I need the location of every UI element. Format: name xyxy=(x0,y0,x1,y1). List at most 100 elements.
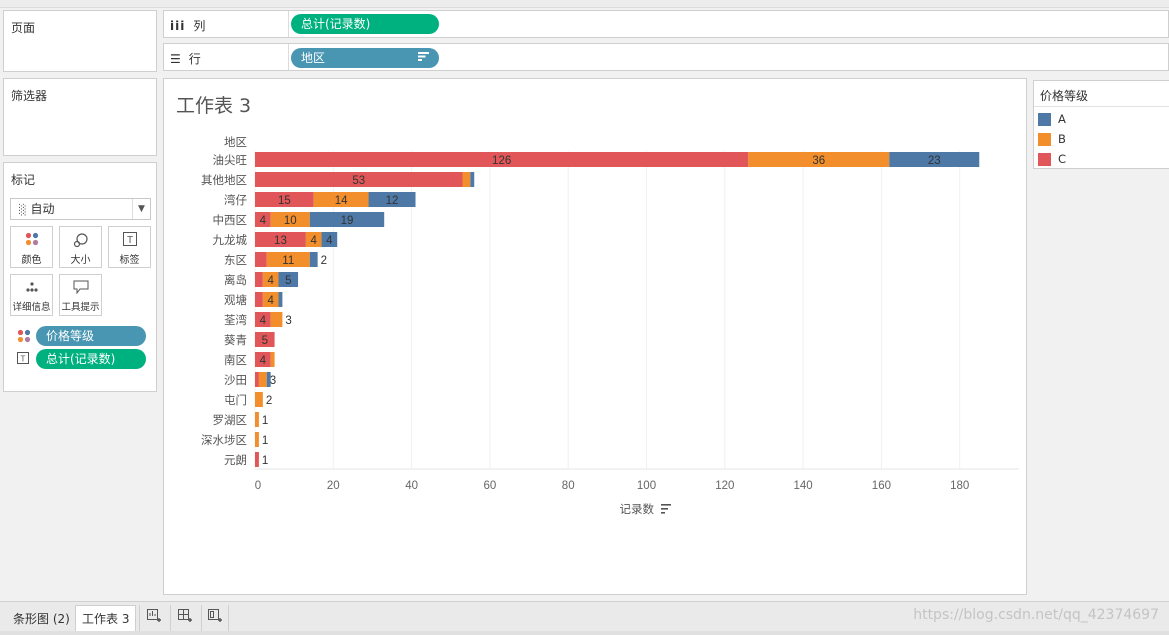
data-label: 4 xyxy=(260,215,267,227)
rows-shelf[interactable]: ☰ 行 地区 xyxy=(163,43,1169,71)
new-dashboard-icon[interactable] xyxy=(170,605,198,633)
size-button[interactable]: 大小 xyxy=(59,226,102,268)
data-label: 4 xyxy=(326,235,333,247)
bar-segment xyxy=(255,272,263,287)
x-tick-label: 20 xyxy=(327,480,340,492)
data-label: 4 xyxy=(267,275,274,287)
new-worksheet-icon[interactable] xyxy=(139,605,167,633)
x-tick-label: 40 xyxy=(405,480,418,492)
sheet-tab-worksheet-3[interactable]: 工作表 3 xyxy=(75,605,137,633)
bar-segment xyxy=(255,432,259,447)
category-label: 葵青 xyxy=(224,333,247,347)
legend-header: 价格等级 xyxy=(1034,81,1169,107)
color-field-icon xyxy=(17,329,31,346)
columns-pill[interactable]: 总计(记录数) xyxy=(291,14,439,34)
sheet-tab-label: 工作表 3 xyxy=(82,612,130,626)
legend-item-c[interactable]: C xyxy=(1038,152,1066,166)
rows-pill[interactable]: 地区 xyxy=(291,48,439,68)
columns-icon: iii xyxy=(170,18,186,33)
label-button[interactable]: T 标签 xyxy=(108,226,151,268)
x-tick-label: 160 xyxy=(872,480,891,492)
data-label: 53 xyxy=(352,175,365,187)
color-icon xyxy=(11,227,52,251)
data-label: 1 xyxy=(262,435,268,447)
bar-segment xyxy=(278,292,283,307)
label-field-pill[interactable]: 总计(记录数) xyxy=(36,349,146,369)
data-label: 2 xyxy=(266,395,272,407)
category-label: 其他地区 xyxy=(201,173,247,187)
data-label: 36 xyxy=(812,155,825,167)
svg-text:T: T xyxy=(21,355,26,364)
x-tick-label: 60 xyxy=(484,480,497,492)
detail-button-label: 详细信息 xyxy=(12,302,51,313)
watermark: https://blog.csdn.net/qq_42374697 xyxy=(913,607,1159,623)
x-tick-label: 120 xyxy=(715,480,734,492)
bar-segment xyxy=(309,252,318,267)
category-label: 罗湖区 xyxy=(213,413,248,427)
columns-label-text: 列 xyxy=(193,19,206,33)
new-story-icon[interactable] xyxy=(201,605,229,633)
pages-shelf-title: 页面 xyxy=(11,21,36,35)
bar-segment xyxy=(255,172,463,187)
category-label: 南区 xyxy=(224,353,247,367)
top-toolbar-strip xyxy=(0,0,1169,8)
category-label: 东区 xyxy=(224,253,247,267)
data-label: 11 xyxy=(282,255,294,267)
sort-icon xyxy=(661,504,671,506)
bar-segment xyxy=(270,312,283,327)
tooltip-button[interactable]: 工具提示 xyxy=(59,274,102,316)
detail-button[interactable]: 详细信息 xyxy=(10,274,53,316)
detail-icon xyxy=(11,275,52,299)
bar-segment xyxy=(266,252,310,267)
color-button-label: 颜色 xyxy=(21,255,42,266)
legend-item-a[interactable]: A xyxy=(1038,112,1066,126)
category-label: 离岛 xyxy=(224,273,247,287)
data-label: 4 xyxy=(260,315,267,327)
data-label: 1 xyxy=(262,455,268,467)
size-button-label: 大小 xyxy=(70,255,91,266)
x-tick-label: 100 xyxy=(637,480,656,492)
legend-swatch-c xyxy=(1038,152,1051,166)
bar-segment xyxy=(258,372,267,387)
bar-segment xyxy=(255,412,259,427)
category-label: 元朗 xyxy=(224,453,247,467)
pages-shelf[interactable]: 页面 xyxy=(3,10,157,72)
sheet-tab-label: 条形图 (2) xyxy=(13,612,70,626)
bar-segment xyxy=(255,452,259,467)
chevron-down-icon[interactable]: ▼ xyxy=(132,199,150,219)
color-field-pill[interactable]: 价格等级 xyxy=(36,326,146,346)
data-label: 5 xyxy=(262,335,268,347)
bar-segment xyxy=(270,352,275,367)
data-label: 2 xyxy=(321,255,327,267)
x-tick-label: 0 xyxy=(255,480,261,492)
bar-segment xyxy=(255,292,263,307)
data-label: 5 xyxy=(285,275,291,287)
columns-shelf[interactable]: iii 列 总计(记录数) xyxy=(163,10,1169,38)
color-legend: 价格等级 A B C xyxy=(1033,80,1169,169)
legend-label-c: C xyxy=(1058,152,1067,166)
data-label: 14 xyxy=(335,195,348,207)
tooltip-button-label: 工具提示 xyxy=(61,302,100,313)
sort-descending-icon[interactable] xyxy=(418,48,429,68)
category-label: 荃湾 xyxy=(224,313,247,327)
bar-segment xyxy=(255,212,271,227)
bar-segment xyxy=(255,392,263,407)
svg-text:T: T xyxy=(126,235,132,246)
mark-type-value: 自动 xyxy=(30,202,55,216)
bar-segment xyxy=(262,272,279,287)
color-button[interactable]: 颜色 xyxy=(10,226,53,268)
y-axis-header: 地区 xyxy=(224,135,247,149)
x-axis-title: 记录数 xyxy=(620,502,655,516)
sheet-tab-bar-chart-2[interactable]: 条形图 (2) xyxy=(6,605,77,633)
label-button-label: 标签 xyxy=(119,255,140,266)
data-label: 4 xyxy=(267,295,274,307)
mark-type-dropdown[interactable]: ░ 自动 ▼ xyxy=(10,198,151,220)
bar-segment xyxy=(255,352,271,367)
marks-card-title: 标记 xyxy=(11,173,36,187)
bar-segment xyxy=(255,332,275,347)
legend-item-b[interactable]: B xyxy=(1038,132,1066,146)
filters-shelf[interactable]: 筛选器 xyxy=(3,78,157,156)
data-label: 19 xyxy=(341,215,354,227)
filters-shelf-title: 筛选器 xyxy=(11,89,48,103)
